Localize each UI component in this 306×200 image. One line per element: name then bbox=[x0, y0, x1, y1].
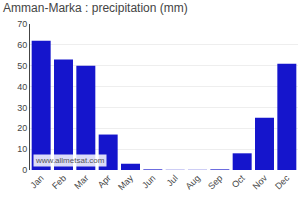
svg-text:20: 20 bbox=[17, 123, 27, 133]
svg-text:Oct: Oct bbox=[230, 173, 247, 190]
svg-text:Sep: Sep bbox=[206, 173, 224, 191]
svg-text:Jun: Jun bbox=[140, 173, 157, 190]
svg-text:Mar: Mar bbox=[72, 173, 90, 191]
svg-text:60: 60 bbox=[17, 40, 27, 50]
svg-text:Jul: Jul bbox=[165, 173, 180, 188]
svg-text:www.allmetsat.com: www.allmetsat.com bbox=[35, 156, 105, 165]
svg-text:10: 10 bbox=[17, 144, 27, 154]
svg-text:70: 70 bbox=[17, 19, 27, 29]
svg-text:Apr: Apr bbox=[96, 173, 113, 190]
svg-text:40: 40 bbox=[17, 82, 27, 92]
svg-text:Nov: Nov bbox=[251, 173, 270, 192]
svg-text:Feb: Feb bbox=[50, 173, 68, 191]
svg-text:Dec: Dec bbox=[273, 173, 292, 192]
svg-text:50: 50 bbox=[17, 61, 27, 71]
svg-text:Jan: Jan bbox=[28, 173, 45, 190]
svg-text:May: May bbox=[116, 173, 135, 192]
svg-text:Amman-Marka : precipitation (m: Amman-Marka : precipitation (mm) bbox=[3, 1, 188, 15]
svg-text:0: 0 bbox=[22, 165, 27, 175]
svg-text:Aug: Aug bbox=[184, 173, 202, 191]
svg-text:30: 30 bbox=[17, 103, 27, 113]
